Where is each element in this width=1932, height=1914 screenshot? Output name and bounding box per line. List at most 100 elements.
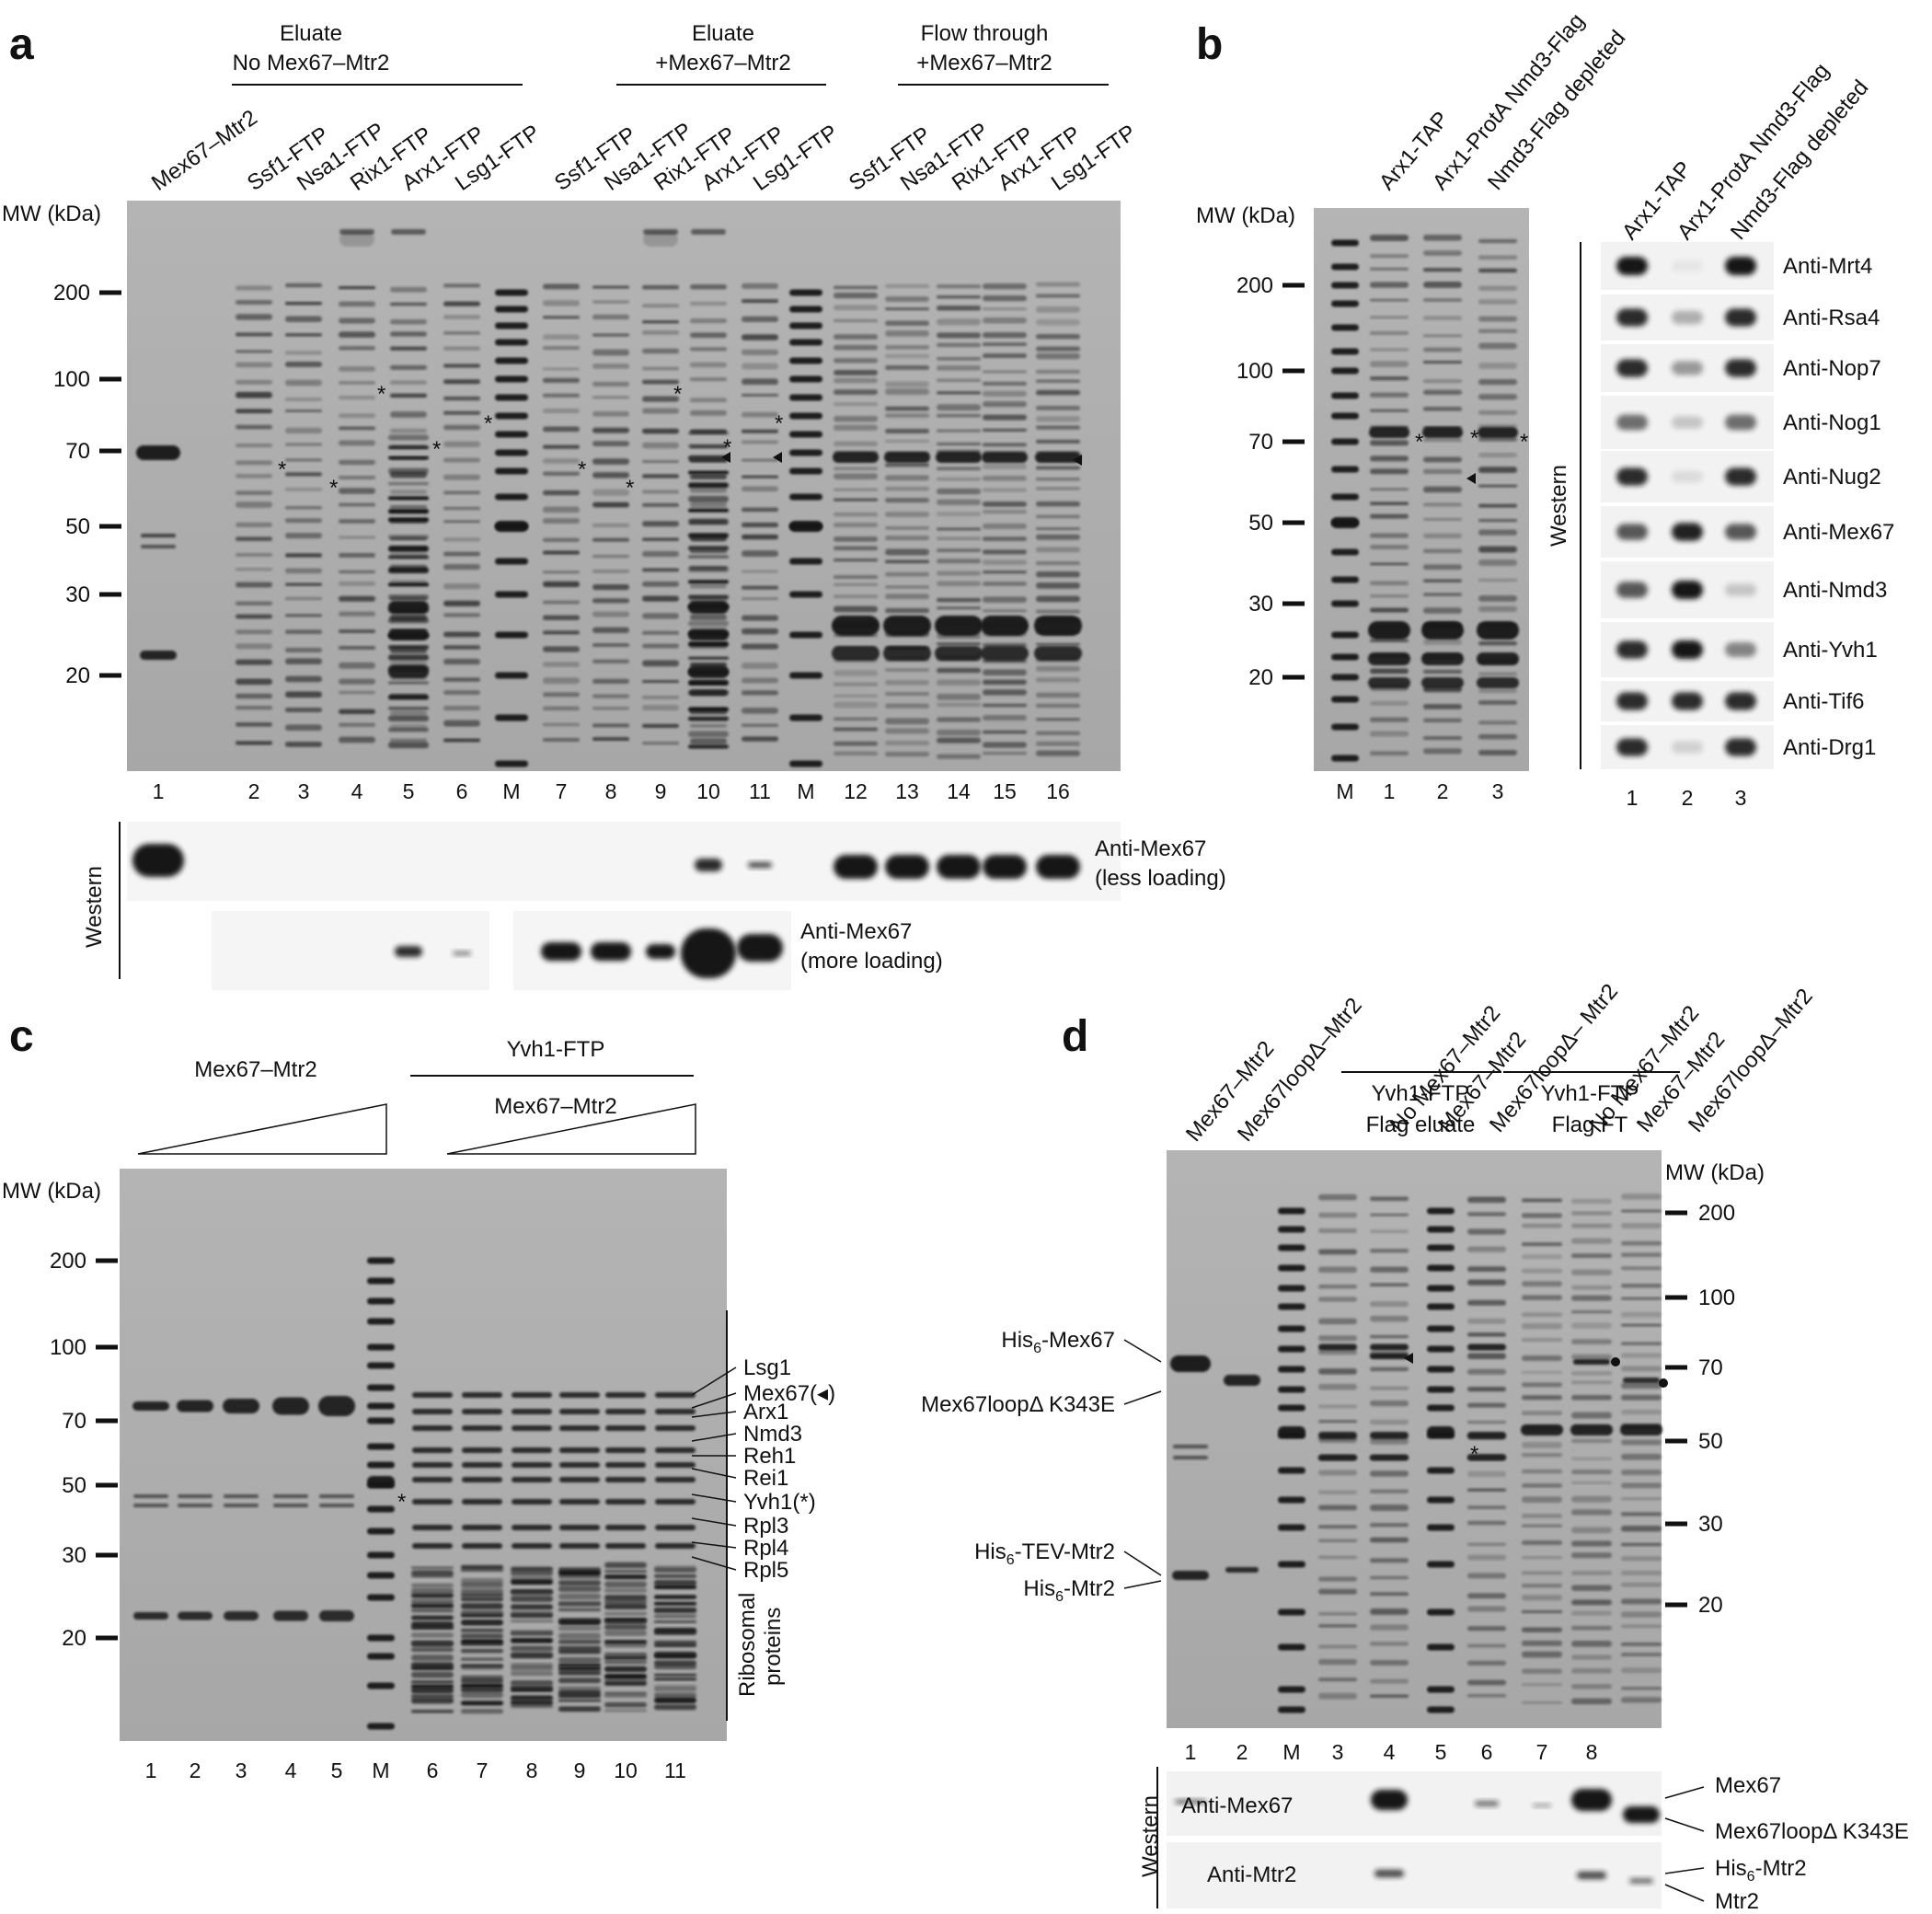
gel-band [789,394,822,401]
gel-band [1577,1872,1606,1879]
gel-band [512,1409,552,1414]
gel-band [236,722,272,727]
gel-band [1478,316,1517,322]
gel-band [1522,1627,1562,1632]
gel-band [411,1574,454,1578]
gel-band [411,1570,454,1577]
gel-band [543,458,580,464]
gel-band [390,738,427,743]
gel-band [1427,1404,1455,1412]
band-leader [1123,1580,1162,1589]
gel-band [742,299,778,304]
gel-band [1522,1524,1562,1528]
gel-band [642,680,679,684]
gel-band [742,550,778,557]
gel-band [461,1593,503,1597]
gel-band [604,1624,647,1630]
gel-band [495,760,528,767]
gel-band [1034,616,1082,636]
gel-band [1370,1283,1409,1287]
gel-band [1521,1424,1563,1436]
gel-band [591,942,631,961]
gel-band [511,1680,553,1686]
gel-band [543,581,580,588]
lane-number: 4 [351,779,363,803]
gel-band [983,414,1027,421]
gel-band [1370,361,1409,368]
gel-band [789,289,822,296]
gel-band [443,490,480,495]
gel-band [1423,407,1462,411]
group-header-line1: Eluate [280,21,342,46]
antibody-label: Anti-Nog1 [1783,410,1881,435]
gel-band [592,737,629,741]
gel-band [390,380,427,385]
gel-band [1672,581,1703,599]
gel-band [937,754,981,759]
gel-band [511,1671,553,1677]
gel-band [512,1477,552,1482]
gel-band [1331,493,1359,501]
gel-band [236,678,272,686]
gel-band [642,581,679,587]
gel-band [1467,1402,1506,1408]
gel-band [789,322,822,329]
gel-band [1467,1626,1506,1632]
gel-band [1621,1570,1662,1575]
gel-band [1467,1332,1506,1337]
gel-band [1478,255,1517,260]
gel-band [1370,1266,1409,1273]
lane-number: 4 [1384,1740,1396,1764]
gel-band [1571,1527,1612,1534]
gel-band [1423,316,1462,321]
gel-band [495,322,528,329]
gel-band [885,526,929,530]
gel-band [885,388,929,396]
gel-band [461,1677,503,1684]
gel-band [742,349,778,355]
gel-band [339,440,375,446]
gel-band [285,675,322,683]
gel-band [1571,1380,1612,1385]
gel-band [885,752,929,757]
gel-band [885,406,929,411]
gel-band [224,1494,259,1498]
gel-band [789,591,822,598]
panel-a-letter: a [9,20,34,69]
gel-band [339,645,375,650]
gel-band [592,285,629,289]
antibody-label: Anti-Mex67 [1783,520,1894,545]
gel-band [388,617,429,624]
gel-band [512,1499,552,1505]
gel-band [1423,718,1462,722]
gel-bands: * [1170,1193,1668,1713]
gel-band [885,345,929,350]
gel-band [236,629,272,635]
gel-band [511,1688,553,1692]
gel-band [1571,1354,1612,1360]
gel-band [558,1619,601,1626]
gel-band [1036,677,1080,683]
gel-band [559,1499,600,1505]
gel-band [339,396,375,400]
gel-band [690,362,727,368]
gel-band [1571,1625,1612,1631]
ribosomal-label: Ribosomal [735,1593,760,1697]
gel-band [937,467,981,471]
gel-band [1036,406,1080,410]
gel-band [1467,1505,1506,1509]
gel-band [443,331,480,335]
gel-band [236,568,272,571]
gel-band [1522,1682,1562,1687]
gel-band [339,722,375,727]
gel-band [1616,467,1648,486]
gel-band [1278,1608,1305,1616]
gel-band [834,285,878,290]
gel-band [1478,423,1517,428]
gel-band [885,571,929,577]
gel-band [936,452,982,463]
gel-band [1036,514,1080,519]
gel-band [1036,718,1080,721]
gel-band [388,509,429,514]
gel-band [388,654,429,661]
